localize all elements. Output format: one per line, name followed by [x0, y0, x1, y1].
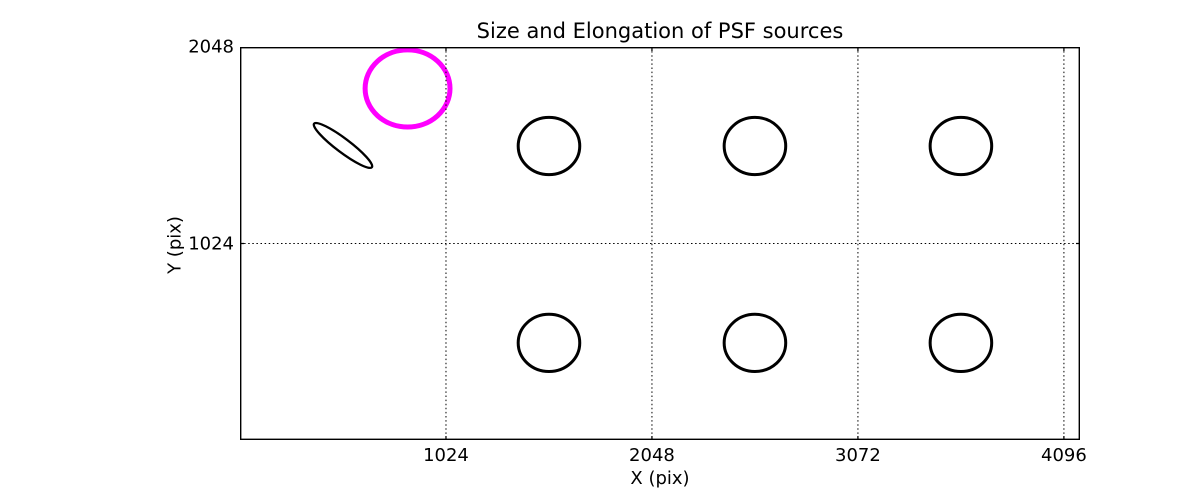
psf-source-5 [722, 312, 788, 373]
y-axis-label: Y (pix) [164, 216, 186, 274]
psf-source-1 [516, 115, 582, 177]
x-axis-label: X (pix) [630, 468, 690, 489]
axes-frame [239, 46, 1080, 441]
psf-source-2 [722, 115, 788, 177]
chart-title: Size and Elongation of PSF sources [476, 19, 844, 43]
psf-source-6 [928, 312, 994, 373]
psf-source-4 [516, 312, 582, 373]
y-tick-label: 2048 [188, 36, 234, 58]
x-tick-label: 4096 [1041, 445, 1087, 466]
psf-highlighted [362, 47, 453, 130]
y-tick-label: 1024 [188, 233, 234, 254]
psf-elongated [312, 121, 374, 170]
plot-canvas [239, 46, 1080, 441]
psf-source-3 [928, 115, 994, 177]
x-tick-label: 2048 [629, 445, 675, 466]
x-tick-label: 3072 [835, 445, 881, 466]
plot-area [239, 46, 1080, 441]
x-tick-label: 1024 [423, 445, 469, 466]
